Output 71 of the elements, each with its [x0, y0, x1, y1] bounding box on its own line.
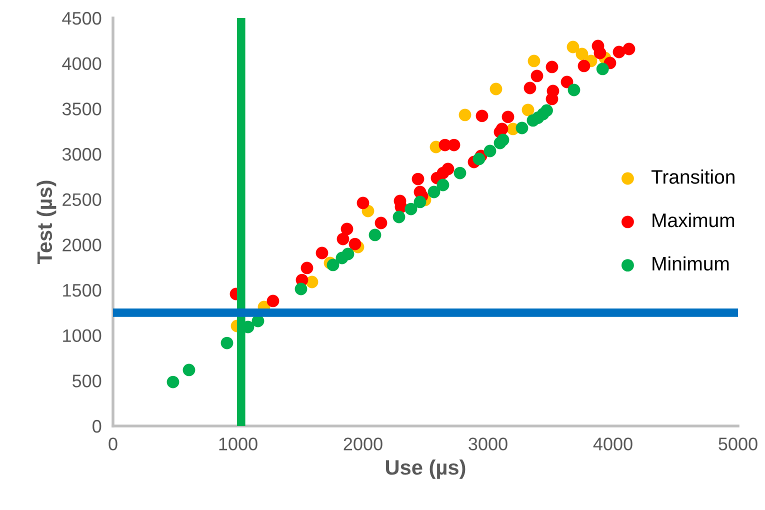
point [568, 84, 580, 96]
point [336, 232, 350, 246]
point [472, 152, 486, 166]
x-axis-title: Use (µs) [386, 460, 466, 479]
y-tick-label: 0 [92, 420, 102, 433]
point [502, 110, 514, 124]
point [316, 246, 328, 260]
point [622, 42, 636, 56]
point [578, 60, 590, 72]
point [490, 82, 502, 96]
point [546, 60, 558, 74]
point [294, 282, 308, 296]
point [594, 46, 606, 60]
y-tick-label: 2000 [62, 238, 102, 252]
point [524, 82, 536, 94]
point [392, 210, 406, 224]
point [442, 162, 454, 176]
y-tick-label: 2500 [62, 193, 102, 206]
point [412, 172, 424, 186]
point [220, 336, 234, 350]
y-tick-label: 3000 [62, 148, 102, 161]
point [454, 166, 466, 180]
x-tick-label: 4000 [593, 438, 632, 450]
x-tick-label: 5000 [718, 438, 758, 450]
point [528, 54, 540, 68]
point [182, 364, 196, 376]
point [340, 222, 354, 236]
point [300, 262, 314, 274]
point [368, 228, 382, 242]
point [448, 138, 460, 152]
point [522, 104, 534, 116]
point [560, 76, 574, 88]
point [576, 48, 588, 60]
x-tick-label: 0 [108, 438, 118, 450]
y-tick-label: 3500 [62, 102, 102, 116]
y-tick-label: 1000 [63, 329, 102, 342]
point [496, 122, 508, 136]
point [484, 144, 496, 158]
x-tick-label: 3000 [468, 438, 508, 450]
point [404, 202, 418, 216]
point [374, 216, 388, 230]
y-tick-label: 500 [72, 374, 102, 388]
y-tick-label: 4000 [62, 57, 102, 70]
point [266, 294, 280, 308]
point [458, 108, 472, 122]
point [516, 122, 528, 134]
point [436, 178, 450, 192]
point [414, 196, 426, 208]
point [530, 70, 544, 82]
point [612, 46, 626, 58]
y-tick-label: 1500 [63, 284, 102, 297]
point [596, 62, 609, 76]
y-axis-title: Test (µs) [36, 180, 56, 264]
legend-label: Minimum [652, 256, 729, 271]
x-tick-label: 1000 [219, 438, 258, 450]
point [306, 276, 318, 288]
legend-label: Transition [651, 170, 734, 184]
point [540, 104, 553, 117]
point [356, 196, 370, 210]
point [166, 376, 180, 388]
point [348, 238, 362, 250]
point [428, 186, 440, 198]
point [566, 40, 580, 54]
point [496, 134, 510, 146]
y-tick-label: 4500 [62, 12, 102, 25]
legend-label: Maximum [652, 212, 734, 228]
point [546, 84, 560, 98]
point [476, 110, 488, 122]
x-tick-label: 2000 [344, 438, 382, 450]
point [326, 258, 340, 272]
point [342, 248, 354, 260]
